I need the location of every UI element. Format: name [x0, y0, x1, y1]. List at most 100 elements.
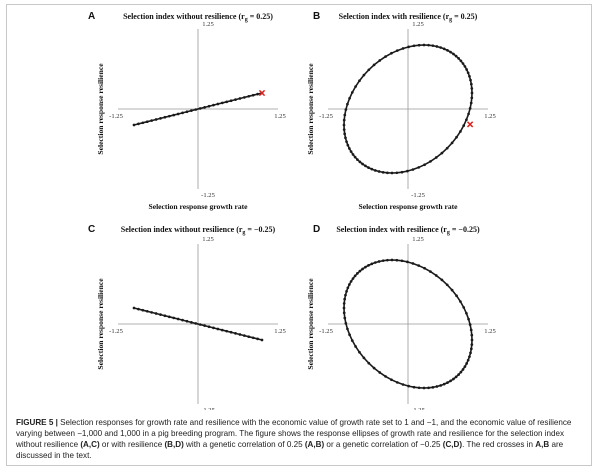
data-point — [198, 107, 202, 110]
panel-title-sub: g — [449, 17, 452, 23]
figure-caption: FIGURE 5 | Selection responses for growt… — [16, 417, 586, 461]
data-point — [467, 317, 470, 321]
data-point — [172, 113, 176, 117]
panel-title: Selection index without resilience (rg =… — [121, 225, 276, 236]
caption-text-2: or with resilience — [99, 440, 165, 449]
panel-letter: C — [88, 224, 95, 235]
data-point — [390, 258, 394, 262]
data-point — [225, 329, 229, 333]
panel-title: Selection index with resilience (rg = −0… — [336, 225, 480, 236]
panel-letter: B — [313, 11, 320, 22]
data-point — [190, 320, 193, 324]
data-point — [440, 151, 444, 155]
data-point — [141, 121, 145, 125]
data-point — [469, 347, 473, 351]
figure-frame — [6, 4, 592, 466]
data-point — [459, 130, 462, 133]
data-point — [207, 104, 211, 108]
data-point — [449, 50, 452, 54]
panel-title: Selection index without resilience (rg =… — [123, 12, 273, 23]
data-point — [445, 146, 449, 150]
data-point — [468, 74, 471, 78]
data-point — [260, 338, 264, 342]
data-point — [159, 117, 162, 120]
caption-bold-2: (B,D) — [164, 440, 184, 449]
data-point — [176, 112, 180, 116]
data-point — [229, 99, 233, 103]
data-point — [145, 309, 149, 313]
data-point — [348, 96, 351, 100]
data-point — [465, 311, 468, 315]
data-point — [442, 47, 446, 51]
data-point — [446, 49, 449, 52]
data-point — [470, 91, 474, 95]
data-point — [132, 123, 136, 127]
data-point — [470, 333, 474, 337]
caption-text-4: or a genetic correlation of −0.25 — [324, 440, 443, 449]
y-axis-label: Selection response resilience — [96, 63, 105, 155]
data-point — [452, 52, 455, 56]
data-point — [342, 118, 346, 122]
figure-charts: A Selection index without resilience (rg … — [88, 11, 496, 410]
data-point — [353, 155, 357, 159]
tick-label-y-bottom: -1.25 — [411, 407, 425, 410]
tick-label-x-right: 1.25 — [484, 113, 496, 120]
data-point — [190, 109, 193, 113]
panel-title-tail: = −0.25) — [245, 225, 275, 234]
data-point — [356, 272, 359, 275]
data-point — [468, 323, 472, 327]
caption-text-6: are discussed in the text. — [16, 440, 564, 460]
data-point — [401, 383, 405, 386]
tick-label-x-left: -1.25 — [319, 328, 333, 335]
data-point — [251, 336, 255, 340]
data-point — [370, 262, 374, 266]
data-point — [132, 306, 136, 310]
data-point — [358, 350, 361, 354]
tick-label-y-top: 1.25 — [412, 21, 424, 28]
data-point — [343, 297, 347, 301]
panel-letter: D — [313, 224, 320, 235]
data-point — [469, 78, 472, 82]
panel-title-main: Selection index without resilience (r — [123, 12, 245, 21]
data-point — [362, 356, 366, 360]
panel-title-sub: g — [245, 17, 248, 23]
data-point — [377, 260, 381, 263]
data-point — [435, 385, 439, 388]
data-point — [356, 158, 359, 161]
data-point — [181, 318, 184, 322]
data-point — [372, 366, 376, 370]
data-point — [434, 156, 438, 159]
data-point — [386, 171, 389, 175]
data-point — [353, 274, 357, 278]
red-cross-stroke — [466, 121, 474, 128]
data-point — [362, 73, 366, 77]
caption-bold-1: (A,C) — [80, 440, 100, 449]
data-point — [212, 103, 215, 107]
data-point — [455, 135, 458, 139]
data-point — [354, 345, 357, 348]
data-point — [159, 313, 162, 316]
data-point — [470, 338, 474, 342]
data-point — [343, 132, 347, 136]
data-point — [351, 153, 355, 156]
panel-c: C Selection index without resilience (rg … — [88, 224, 286, 410]
data-point — [181, 111, 184, 115]
tick-label-y-top: 1.25 — [202, 236, 214, 243]
data-point — [344, 321, 348, 325]
data-point — [422, 43, 426, 47]
data-point — [163, 314, 167, 318]
data-point — [344, 108, 348, 112]
data-point — [459, 300, 462, 303]
data-point — [417, 386, 421, 390]
red-cross-marker — [258, 89, 266, 97]
data-point — [412, 385, 416, 389]
panel-letter: A — [88, 11, 95, 22]
data-point — [417, 43, 421, 47]
data-point — [346, 102, 349, 106]
data-point — [198, 323, 202, 326]
data-point — [378, 59, 382, 62]
data-point — [465, 362, 468, 365]
data-point — [216, 327, 220, 331]
data-point — [401, 47, 405, 50]
data-point — [470, 343, 474, 346]
